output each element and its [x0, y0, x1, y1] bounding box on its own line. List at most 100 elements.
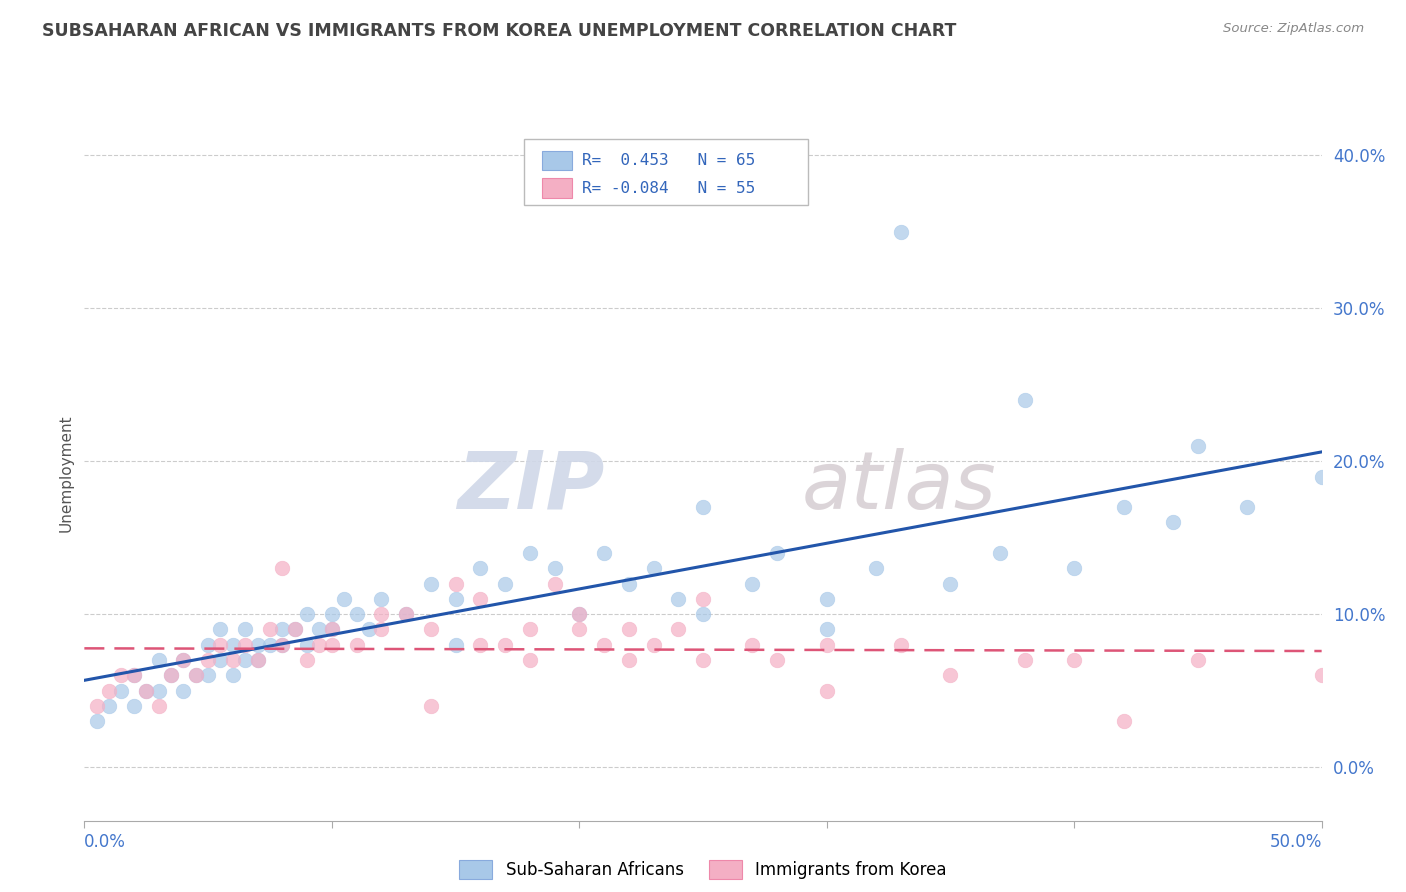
- Point: [766, 546, 789, 560]
- Point: [222, 638, 245, 652]
- Point: [865, 561, 887, 575]
- Point: [617, 653, 640, 667]
- Point: [1063, 653, 1085, 667]
- Point: [815, 683, 838, 698]
- Point: [86, 698, 108, 713]
- Point: [1161, 516, 1184, 530]
- Point: [333, 591, 356, 606]
- Point: [246, 653, 269, 667]
- Point: [1187, 439, 1209, 453]
- Point: [86, 714, 108, 729]
- Point: [148, 698, 170, 713]
- Point: [988, 546, 1011, 560]
- Point: [643, 561, 665, 575]
- Text: 50.0%: 50.0%: [1270, 833, 1322, 851]
- Point: [122, 698, 145, 713]
- Text: SUBSAHARAN AFRICAN VS IMMIGRANTS FROM KOREA UNEMPLOYMENT CORRELATION CHART: SUBSAHARAN AFRICAN VS IMMIGRANTS FROM KO…: [42, 22, 956, 40]
- Text: atlas: atlas: [801, 448, 997, 525]
- Point: [815, 623, 838, 637]
- Point: [197, 668, 219, 682]
- Point: [122, 668, 145, 682]
- Point: [209, 638, 232, 652]
- Point: [890, 225, 912, 239]
- Point: [197, 638, 219, 652]
- Point: [1112, 714, 1135, 729]
- Point: [395, 607, 418, 622]
- Point: [593, 638, 616, 652]
- Point: [444, 591, 467, 606]
- Point: [815, 591, 838, 606]
- Point: [172, 653, 194, 667]
- Point: [222, 653, 245, 667]
- Point: [321, 623, 343, 637]
- Point: [543, 561, 565, 575]
- Point: [470, 638, 492, 652]
- Bar: [543, 151, 572, 170]
- Point: [568, 607, 591, 622]
- Point: [160, 668, 183, 682]
- Point: [295, 607, 318, 622]
- Text: R= -0.084   N = 55: R= -0.084 N = 55: [582, 181, 755, 195]
- Point: [1310, 668, 1333, 682]
- Point: [419, 623, 441, 637]
- Y-axis label: Unemployment: Unemployment: [58, 414, 73, 532]
- Point: [370, 591, 392, 606]
- Point: [519, 546, 541, 560]
- Point: [160, 668, 183, 682]
- Point: [617, 623, 640, 637]
- Point: [346, 607, 368, 622]
- Point: [357, 623, 380, 637]
- Point: [1187, 653, 1209, 667]
- Point: [122, 668, 145, 682]
- Point: [197, 653, 219, 667]
- Text: ZIP: ZIP: [457, 448, 605, 525]
- Point: [259, 623, 281, 637]
- Legend: Sub-Saharan Africans, Immigrants from Korea: Sub-Saharan Africans, Immigrants from Ko…: [460, 860, 946, 880]
- Point: [692, 500, 714, 515]
- Point: [519, 653, 541, 667]
- Text: 0.0%: 0.0%: [84, 833, 127, 851]
- Point: [444, 638, 467, 652]
- Point: [308, 638, 330, 652]
- Point: [1014, 393, 1036, 408]
- Point: [741, 576, 763, 591]
- Point: [295, 638, 318, 652]
- Point: [184, 668, 207, 682]
- Point: [346, 638, 368, 652]
- Point: [135, 683, 157, 698]
- Point: [1310, 469, 1333, 483]
- Point: [98, 698, 121, 713]
- Point: [284, 623, 307, 637]
- Point: [246, 653, 269, 667]
- Point: [284, 623, 307, 637]
- Point: [148, 683, 170, 698]
- Point: [172, 683, 194, 698]
- Point: [419, 576, 441, 591]
- Point: [494, 638, 516, 652]
- Point: [666, 623, 689, 637]
- Point: [271, 638, 294, 652]
- Point: [233, 653, 256, 667]
- Point: [209, 623, 232, 637]
- Point: [939, 668, 962, 682]
- Point: [209, 653, 232, 667]
- Point: [222, 668, 245, 682]
- Point: [470, 591, 492, 606]
- Point: [470, 561, 492, 575]
- Point: [233, 623, 256, 637]
- Point: [172, 653, 194, 667]
- Point: [259, 638, 281, 652]
- Point: [271, 623, 294, 637]
- Point: [890, 638, 912, 652]
- Point: [135, 683, 157, 698]
- Point: [741, 638, 763, 652]
- Point: [295, 653, 318, 667]
- Point: [593, 546, 616, 560]
- Point: [321, 607, 343, 622]
- Point: [271, 561, 294, 575]
- Point: [233, 638, 256, 652]
- Point: [308, 623, 330, 637]
- Point: [568, 607, 591, 622]
- Point: [148, 653, 170, 667]
- Point: [519, 623, 541, 637]
